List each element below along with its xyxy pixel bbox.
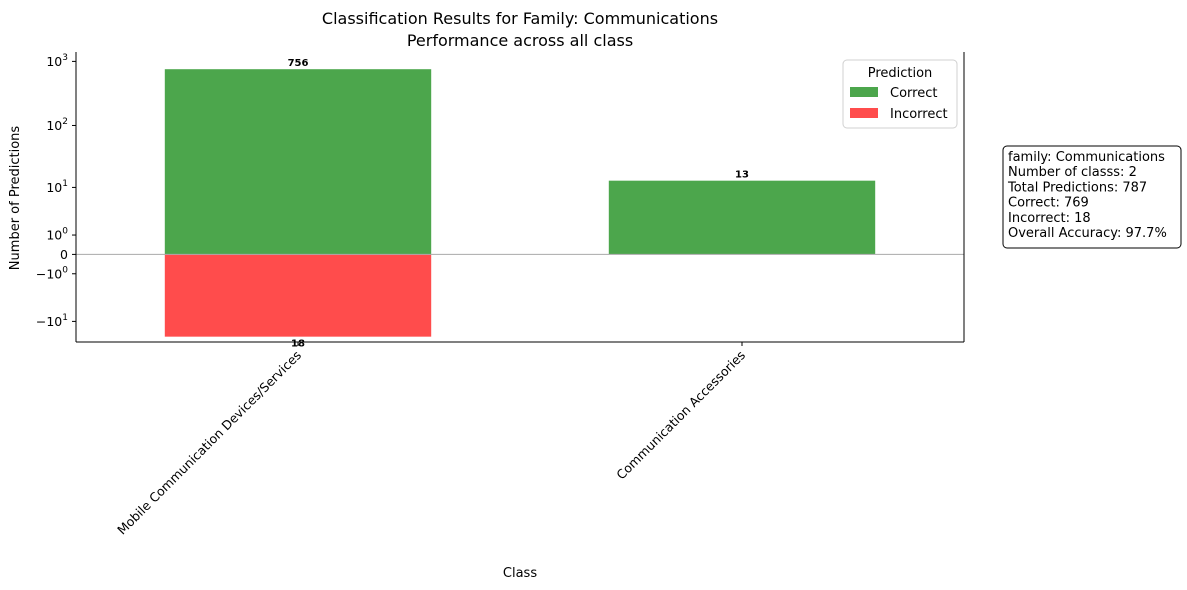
y-tick-base: 10 bbox=[46, 54, 62, 69]
y-tick-label: 100 bbox=[46, 227, 68, 243]
y-tick-base: 0 bbox=[60, 247, 68, 262]
y-tick-label: −100 bbox=[36, 265, 68, 281]
y-tick-base: 10 bbox=[46, 118, 62, 133]
info-line: Number of classs: 2 bbox=[1008, 165, 1137, 180]
info-line: Correct: 769 bbox=[1008, 196, 1089, 211]
y-tick-exponent: 1 bbox=[62, 313, 68, 323]
y-tick-label: 103 bbox=[46, 53, 68, 69]
y-tick-label: 101 bbox=[46, 179, 68, 195]
y-tick-exponent: 0 bbox=[62, 227, 68, 237]
y-tick-label: 102 bbox=[46, 117, 68, 133]
info-box-frame bbox=[1002, 145, 1182, 249]
y-axis-label: Number of Predictions bbox=[8, 126, 23, 271]
y-tick-exponent: 2 bbox=[62, 117, 68, 127]
bar-value-label: 13 bbox=[735, 170, 749, 181]
bar-value-label: 756 bbox=[288, 58, 309, 69]
legend-swatch-correct bbox=[850, 87, 878, 97]
x-tick-label: Mobile Communication Devices/Services bbox=[114, 348, 304, 538]
bar-correct-1 bbox=[608, 180, 876, 255]
y-tick-base: 10 bbox=[46, 228, 62, 243]
x-tick-label: Communication Accessories bbox=[613, 348, 748, 483]
y-tick-base: 10 bbox=[46, 180, 62, 195]
info-line: family: Communications bbox=[1008, 150, 1165, 165]
y-tick-exponent: 1 bbox=[62, 179, 68, 189]
y-tick-label: 0 bbox=[60, 247, 68, 262]
legend-label-incorrect: Incorrect bbox=[890, 107, 948, 122]
y-tick-label: −101 bbox=[36, 313, 68, 329]
legend: Prediction Correct Incorrect bbox=[842, 59, 958, 129]
info-line: Total Predictions: 787 bbox=[1007, 180, 1147, 195]
info-line: Overall Accuracy: 97.7% bbox=[1008, 226, 1167, 241]
y-tick-base: −10 bbox=[36, 266, 62, 281]
bar-correct-0 bbox=[164, 69, 432, 255]
y-tick-exponent: 0 bbox=[62, 265, 68, 275]
chart-title: Classification Results for Family: Commu… bbox=[322, 9, 718, 28]
bar-value-label: 18 bbox=[291, 339, 305, 350]
bar-incorrect-0 bbox=[164, 254, 432, 337]
x-axis-label: Class bbox=[503, 566, 537, 581]
legend-title: Prediction bbox=[868, 66, 933, 81]
chart-subtitle: Performance across all class bbox=[407, 31, 633, 50]
y-tick-exponent: 3 bbox=[62, 53, 68, 63]
legend-label-correct: Correct bbox=[890, 86, 937, 101]
info-line: Incorrect: 18 bbox=[1008, 211, 1091, 226]
y-tick-base: −10 bbox=[36, 314, 62, 329]
legend-swatch-incorrect bbox=[850, 108, 878, 118]
